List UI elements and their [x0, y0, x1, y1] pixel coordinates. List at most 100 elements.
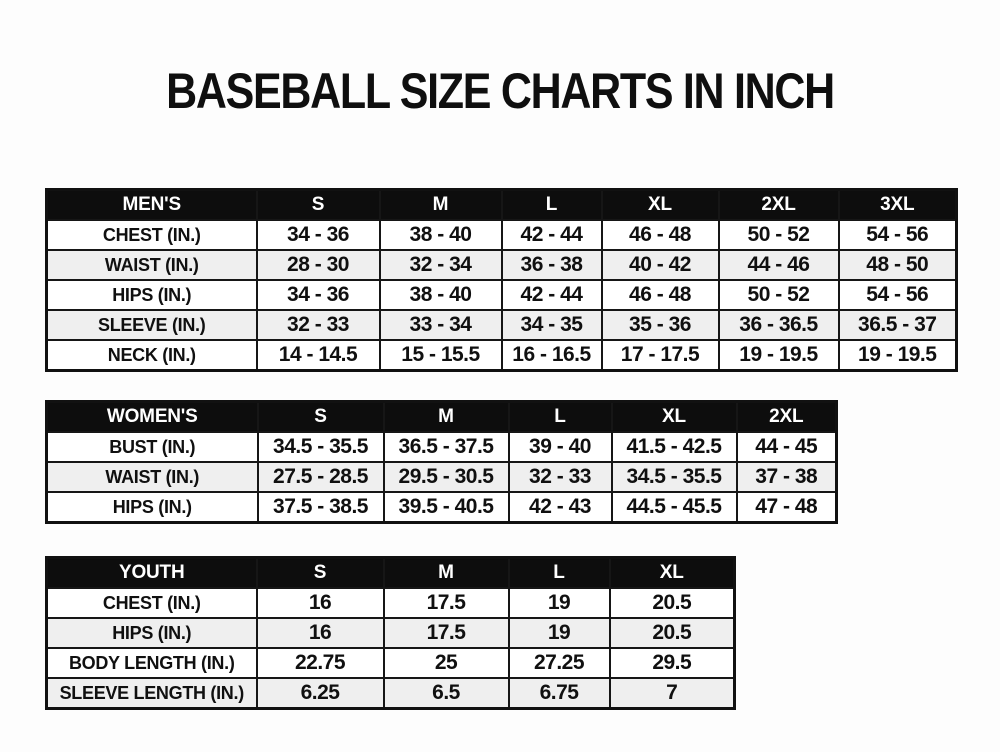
size-cell: 36 - 36.5 — [717, 309, 840, 341]
size-cell: 46 - 48 — [600, 279, 720, 311]
row-label: CHEST (IN.) — [45, 587, 258, 619]
size-cell: 19 — [507, 587, 611, 619]
womens-table-title: WOMEN'S — [45, 400, 259, 433]
size-cell: 19 - 19.5 — [717, 339, 840, 372]
mens-column-header-2xl: 2XL — [717, 188, 840, 221]
mens-sleeve-row: SLEEVE (IN.) 32 - 33 33 - 34 34 - 35 35 … — [45, 309, 958, 341]
womens-bust-row: BUST (IN.) 34.5 - 35.5 36.5 - 37.5 39 - … — [45, 431, 838, 463]
size-cell: 29.5 - 30.5 — [382, 461, 510, 493]
row-label: SLEEVE (IN.) — [45, 309, 258, 341]
row-label: WAIST (IN.) — [45, 461, 259, 493]
size-cell: 20.5 — [608, 617, 736, 649]
size-cell: 28 - 30 — [255, 249, 381, 281]
size-cell: 54 - 56 — [837, 279, 958, 311]
size-cell: 6.25 — [255, 677, 385, 710]
size-cell: 44.5 - 45.5 — [610, 491, 738, 524]
youth-column-header-s: S — [255, 556, 385, 589]
youth-table-title: YOUTH — [45, 556, 258, 589]
size-cell: 16 — [255, 587, 385, 619]
youth-size-table: YOUTH S M L XL CHEST (IN.) 16 17.5 19 20… — [45, 556, 736, 710]
womens-column-header-2xl: 2XL — [735, 400, 838, 433]
size-cell: 44 - 46 — [717, 249, 840, 281]
size-cell: 7 — [608, 677, 736, 710]
mens-column-header-s: S — [255, 188, 381, 221]
youth-column-header-xl: XL — [608, 556, 736, 589]
size-cell: 6.5 — [382, 677, 510, 710]
row-label: BUST (IN.) — [45, 431, 259, 463]
mens-column-header-3xl: 3XL — [837, 188, 958, 221]
row-label: CHEST (IN.) — [45, 219, 258, 251]
size-cell: 16 - 16.5 — [500, 339, 603, 372]
size-cell: 17 - 17.5 — [600, 339, 720, 372]
size-cell: 17.5 — [382, 587, 510, 619]
mens-table-title: MEN'S — [45, 188, 258, 221]
mens-neck-row: NECK (IN.) 14 - 14.5 15 - 15.5 16 - 16.5… — [45, 339, 958, 372]
row-label: HIPS (IN.) — [45, 617, 258, 649]
size-cell: 29.5 — [608, 647, 736, 679]
size-cell: 37 - 38 — [735, 461, 838, 493]
mens-column-header-l: L — [500, 188, 603, 221]
row-label: HIPS (IN.) — [45, 491, 259, 524]
page-title: BASEBALL SIZE CHARTS IN INCH — [166, 63, 835, 119]
row-label: NECK (IN.) — [45, 339, 258, 372]
size-cell: 6.75 — [507, 677, 611, 710]
size-cell: 34 - 36 — [255, 219, 381, 251]
size-cell: 25 — [382, 647, 510, 679]
size-cell: 33 - 34 — [378, 309, 503, 341]
youth-sleeve-length-row: SLEEVE LENGTH (IN.) 6.25 6.5 6.75 7 — [45, 677, 736, 710]
size-cell: 46 - 48 — [600, 219, 720, 251]
womens-column-header-m: M — [382, 400, 510, 433]
size-cell: 42 - 44 — [500, 279, 603, 311]
size-cell: 32 - 34 — [378, 249, 503, 281]
size-cell: 32 - 33 — [255, 309, 381, 341]
size-cell: 40 - 42 — [600, 249, 720, 281]
size-cell: 44 - 45 — [735, 431, 838, 463]
womens-hips-row: HIPS (IN.) 37.5 - 38.5 39.5 - 40.5 42 - … — [45, 491, 838, 524]
size-cell: 14 - 14.5 — [255, 339, 381, 372]
youth-header-row: YOUTH S M L XL — [45, 556, 736, 589]
mens-hips-row: HIPS (IN.) 34 - 36 38 - 40 42 - 44 46 - … — [45, 279, 958, 311]
size-cell: 38 - 40 — [378, 279, 503, 311]
row-label: BODY LENGTH (IN.) — [45, 647, 258, 679]
youth-hips-row: HIPS (IN.) 16 17.5 19 20.5 — [45, 617, 736, 649]
row-label: SLEEVE LENGTH (IN.) — [45, 677, 258, 710]
size-cell: 42 - 44 — [500, 219, 603, 251]
size-cell: 19 - 19.5 — [837, 339, 958, 372]
row-label: WAIST (IN.) — [45, 249, 258, 281]
youth-chest-row: CHEST (IN.) 16 17.5 19 20.5 — [45, 587, 736, 619]
size-cell: 50 - 52 — [717, 219, 840, 251]
womens-column-header-l: L — [507, 400, 613, 433]
size-cell: 35 - 36 — [600, 309, 720, 341]
size-cell: 34 - 36 — [255, 279, 381, 311]
womens-header-row: WOMEN'S S M L XL 2XL — [45, 400, 838, 433]
size-cell: 48 - 50 — [837, 249, 958, 281]
size-cell: 34.5 - 35.5 — [256, 431, 385, 463]
mens-waist-row: WAIST (IN.) 28 - 30 32 - 34 36 - 38 40 -… — [45, 249, 958, 281]
row-label: HIPS (IN.) — [45, 279, 258, 311]
mens-size-table: MEN'S S M L XL 2XL 3XL CHEST (IN.) 34 - … — [45, 188, 958, 372]
size-cell: 27.5 - 28.5 — [256, 461, 385, 493]
size-cell: 42 - 43 — [507, 491, 613, 524]
youth-column-header-l: L — [507, 556, 611, 589]
size-cell: 22.75 — [255, 647, 385, 679]
size-cell: 38 - 40 — [378, 219, 503, 251]
size-cell: 15 - 15.5 — [378, 339, 503, 372]
size-cell: 54 - 56 — [837, 219, 958, 251]
youth-body-length-row: BODY LENGTH (IN.) 22.75 25 27.25 29.5 — [45, 647, 736, 679]
mens-column-header-m: M — [378, 188, 503, 221]
womens-column-header-xl: XL — [610, 400, 738, 433]
size-cell: 20.5 — [608, 587, 736, 619]
size-cell: 39.5 - 40.5 — [382, 491, 510, 524]
size-cell: 34.5 - 35.5 — [610, 461, 738, 493]
youth-column-header-m: M — [382, 556, 510, 589]
mens-chest-row: CHEST (IN.) 34 - 36 38 - 40 42 - 44 46 -… — [45, 219, 958, 251]
size-cell: 27.25 — [507, 647, 611, 679]
size-cell: 36 - 38 — [500, 249, 603, 281]
size-cell: 39 - 40 — [507, 431, 613, 463]
womens-waist-row: WAIST (IN.) 27.5 - 28.5 29.5 - 30.5 32 -… — [45, 461, 838, 493]
size-cell: 41.5 - 42.5 — [610, 431, 738, 463]
mens-header-row: MEN'S S M L XL 2XL 3XL — [45, 188, 958, 221]
size-cell: 36.5 - 37 — [837, 309, 958, 341]
size-cell: 50 - 52 — [717, 279, 840, 311]
